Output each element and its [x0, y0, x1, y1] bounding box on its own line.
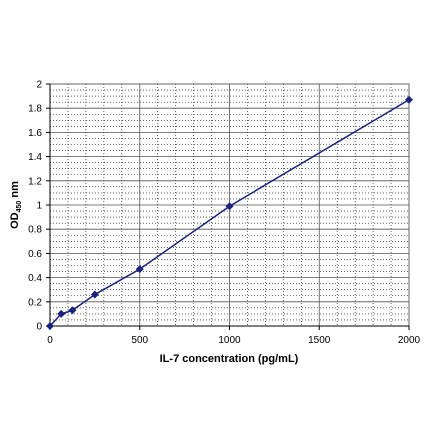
x-tick-label: 1500 — [308, 335, 331, 346]
y-axis-title-sub: 450 — [16, 201, 23, 213]
data-point — [90, 290, 99, 299]
x-axis-title: IL-7 concentration (pg/mL) — [160, 353, 299, 365]
data-point — [46, 322, 54, 330]
data-point — [68, 306, 77, 315]
x-tick-label: 500 — [131, 335, 148, 346]
series-group — [46, 95, 413, 330]
y-axis-title-main: OD — [9, 212, 21, 229]
y-tick-label: 0.8 — [28, 225, 42, 236]
y-axis-title-unit: nm — [9, 181, 21, 201]
y-tick-label: 0.6 — [28, 249, 42, 260]
y-tick-label: 0 — [36, 322, 42, 333]
x-tick-label: 1000 — [218, 335, 241, 346]
x-tick-label: 0 — [47, 335, 53, 346]
y-tick-label: 1.4 — [28, 152, 42, 163]
y-tick-label: 1.8 — [28, 104, 42, 115]
y-tick-label: 0.2 — [28, 297, 42, 308]
y-tick-label: 1.6 — [28, 128, 42, 139]
data-point — [225, 202, 234, 211]
tick-labels: 0 500 1000 1500 2000 0 0.2 0.4 0.6 0.8 1 1.2 1.4 1.6 1… — [28, 80, 420, 347]
y-axis-title: OD450 nm — [9, 181, 23, 229]
data-point — [135, 265, 144, 274]
y-tick-label: 0.4 — [28, 273, 42, 284]
axes — [46, 83, 410, 330]
y-tick-label: 1 — [36, 201, 42, 212]
data-point — [405, 95, 413, 104]
data-point — [57, 309, 66, 318]
x-tick-label: 2000 — [398, 335, 421, 346]
y-tick-label: 2 — [36, 80, 42, 91]
y-tick-label: 1.2 — [28, 176, 42, 187]
